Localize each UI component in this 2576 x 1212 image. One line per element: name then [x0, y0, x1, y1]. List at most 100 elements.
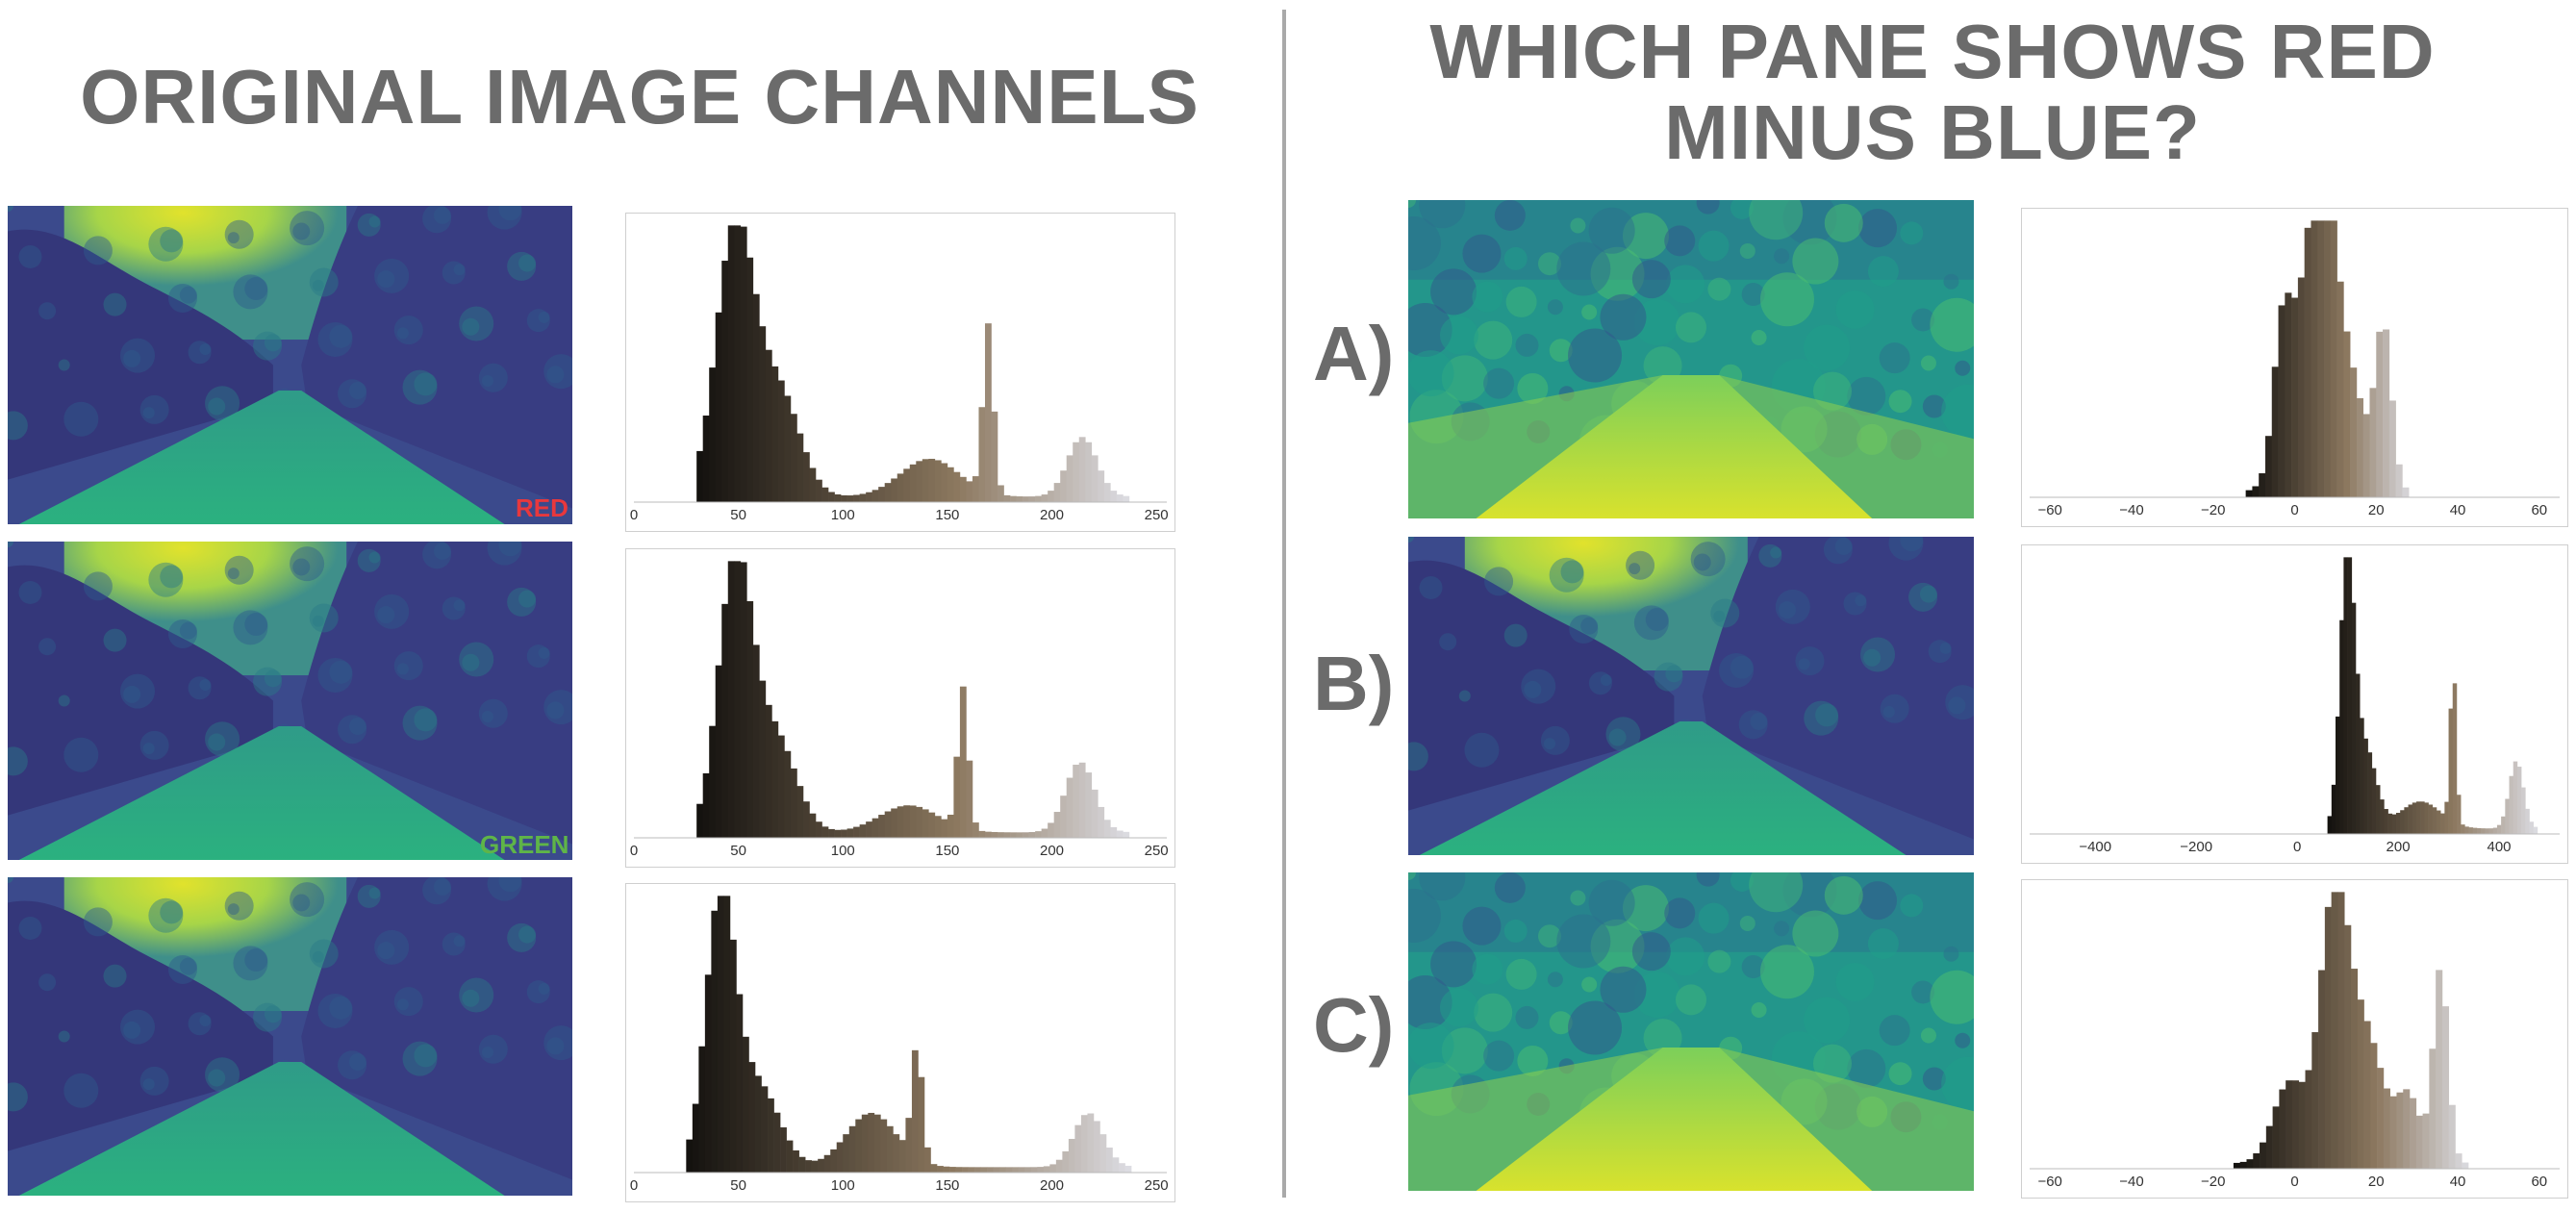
- histogram-bar: [2279, 1089, 2286, 1169]
- left-trees: [8, 229, 273, 480]
- histogram-bar: [984, 831, 992, 838]
- tick-label: 250: [1145, 507, 1169, 523]
- histogram-bar: [702, 772, 710, 838]
- histogram-bar: [1112, 1157, 1120, 1173]
- histogram-bar: [1037, 1167, 1045, 1173]
- histogram-bar: [2363, 1021, 2371, 1169]
- histogram-bar: [2298, 1081, 2306, 1169]
- histogram-bar: [834, 829, 842, 838]
- histogram-bar: [834, 493, 842, 502]
- histogram-bar: [736, 994, 744, 1173]
- histogram-bar: [2468, 827, 2474, 834]
- histogram-bar: [1048, 822, 1054, 838]
- histogram-bar: [943, 1166, 950, 1173]
- histogram-bar: [916, 806, 923, 838]
- tick-label: 100: [831, 843, 855, 859]
- histogram-bar: [1041, 494, 1048, 502]
- histogram-bar: [1110, 491, 1118, 502]
- histogram-bar: [1073, 764, 1080, 838]
- left-trees: [8, 900, 273, 1151]
- histogram-bar: [955, 1167, 963, 1173]
- road: [18, 725, 505, 860]
- red-channel-label: RED: [516, 493, 568, 522]
- histogram-bar: [2525, 808, 2530, 834]
- histogram-bar: [721, 261, 729, 502]
- histogram-bar: [727, 561, 735, 838]
- histogram-bar: [2429, 1048, 2437, 1169]
- histogram-bar: [2265, 1125, 2273, 1169]
- histogram-bar: [2305, 1070, 2312, 1169]
- histogram-bar: [848, 1125, 856, 1173]
- histogram-bar: [1030, 1167, 1038, 1173]
- histogram-bar: [2272, 1106, 2280, 1169]
- histogram-bar: [1099, 1134, 1107, 1173]
- right-title-line1: WHICH PANE SHOWS RED: [1429, 9, 2436, 94]
- tick-label: 150: [935, 507, 959, 523]
- histogram-bar: [2285, 292, 2292, 497]
- tick-label: −40: [2119, 1174, 2143, 1190]
- histogram-bar: [2436, 810, 2441, 834]
- histogram-bar: [765, 349, 772, 502]
- histogram-bar: [2291, 297, 2299, 497]
- option-b-image[interactable]: [1408, 537, 1974, 855]
- histogram-bar: [878, 815, 886, 838]
- tick-label: 200: [2387, 839, 2411, 855]
- tick-label: 200: [1040, 843, 1064, 859]
- histogram-bar: [686, 1139, 694, 1173]
- histogram-bar: [2533, 826, 2538, 834]
- tick-label: 60: [2531, 502, 2547, 518]
- option-c-image[interactable]: [1408, 872, 1974, 1191]
- histogram-bar: [2253, 1153, 2260, 1169]
- histogram-bar: [1098, 470, 1105, 502]
- histogram-bar: [2388, 400, 2396, 497]
- histogram-bar: [998, 832, 1004, 838]
- histogram-bar: [2415, 1115, 2423, 1169]
- histogram-bar: [868, 1112, 875, 1173]
- tick-label: 20: [2368, 502, 2385, 518]
- histogram-bar: [2380, 799, 2385, 834]
- histogram-bar: [941, 819, 948, 838]
- histogram-bar: [2387, 813, 2393, 834]
- histogram-bar: [2402, 487, 2410, 497]
- histogram-bar: [2318, 970, 2326, 1169]
- histogram-bar: [811, 1160, 819, 1173]
- histogram-bar: [2501, 816, 2506, 834]
- histogram-bar: [723, 896, 731, 1173]
- tick-label: −60: [2037, 1174, 2061, 1190]
- histogram-bar: [2343, 557, 2348, 834]
- histogram-bar: [2363, 738, 2368, 834]
- histogram-bar: [953, 471, 961, 502]
- tick-label: 20: [2368, 1174, 2385, 1190]
- histogram-bar: [846, 495, 854, 502]
- histogram-bar: [2432, 807, 2437, 834]
- histogram-bar: [934, 816, 942, 838]
- red-channel-image: [8, 206, 572, 524]
- histogram-bar: [768, 1098, 774, 1173]
- histogram-bar: [809, 813, 817, 838]
- option-c-label: C): [1313, 982, 1395, 1068]
- histogram-bar: [937, 1166, 944, 1173]
- histogram-bar: [2377, 1068, 2385, 1169]
- histogram-bar: [2476, 827, 2482, 834]
- histogram-bar: [1003, 494, 1011, 502]
- histogram-bar: [696, 803, 703, 838]
- histogram-bar: [2404, 807, 2409, 834]
- histogram-bar: [2376, 331, 2384, 497]
- histogram-bar: [987, 1167, 994, 1173]
- histogram-bar: [816, 821, 822, 838]
- histogram-bar: [1091, 455, 1099, 502]
- histogram-bar: [1119, 1163, 1125, 1173]
- option-a-image[interactable]: [1408, 200, 1974, 518]
- histogram-bar: [866, 821, 872, 838]
- histogram-bar: [771, 366, 779, 502]
- histogram-bar: [2389, 1096, 2397, 1169]
- histogram-bar: [841, 494, 847, 502]
- histogram-bar: [2448, 708, 2454, 834]
- histogram-bar: [2246, 1159, 2254, 1169]
- histogram-bar: [752, 293, 760, 502]
- histogram-bar: [1012, 1167, 1020, 1173]
- histogram-bar: [2347, 557, 2353, 834]
- histogram-bar: [709, 725, 717, 838]
- histogram-bar: [993, 1167, 1000, 1173]
- histogram-bar: [1078, 762, 1086, 838]
